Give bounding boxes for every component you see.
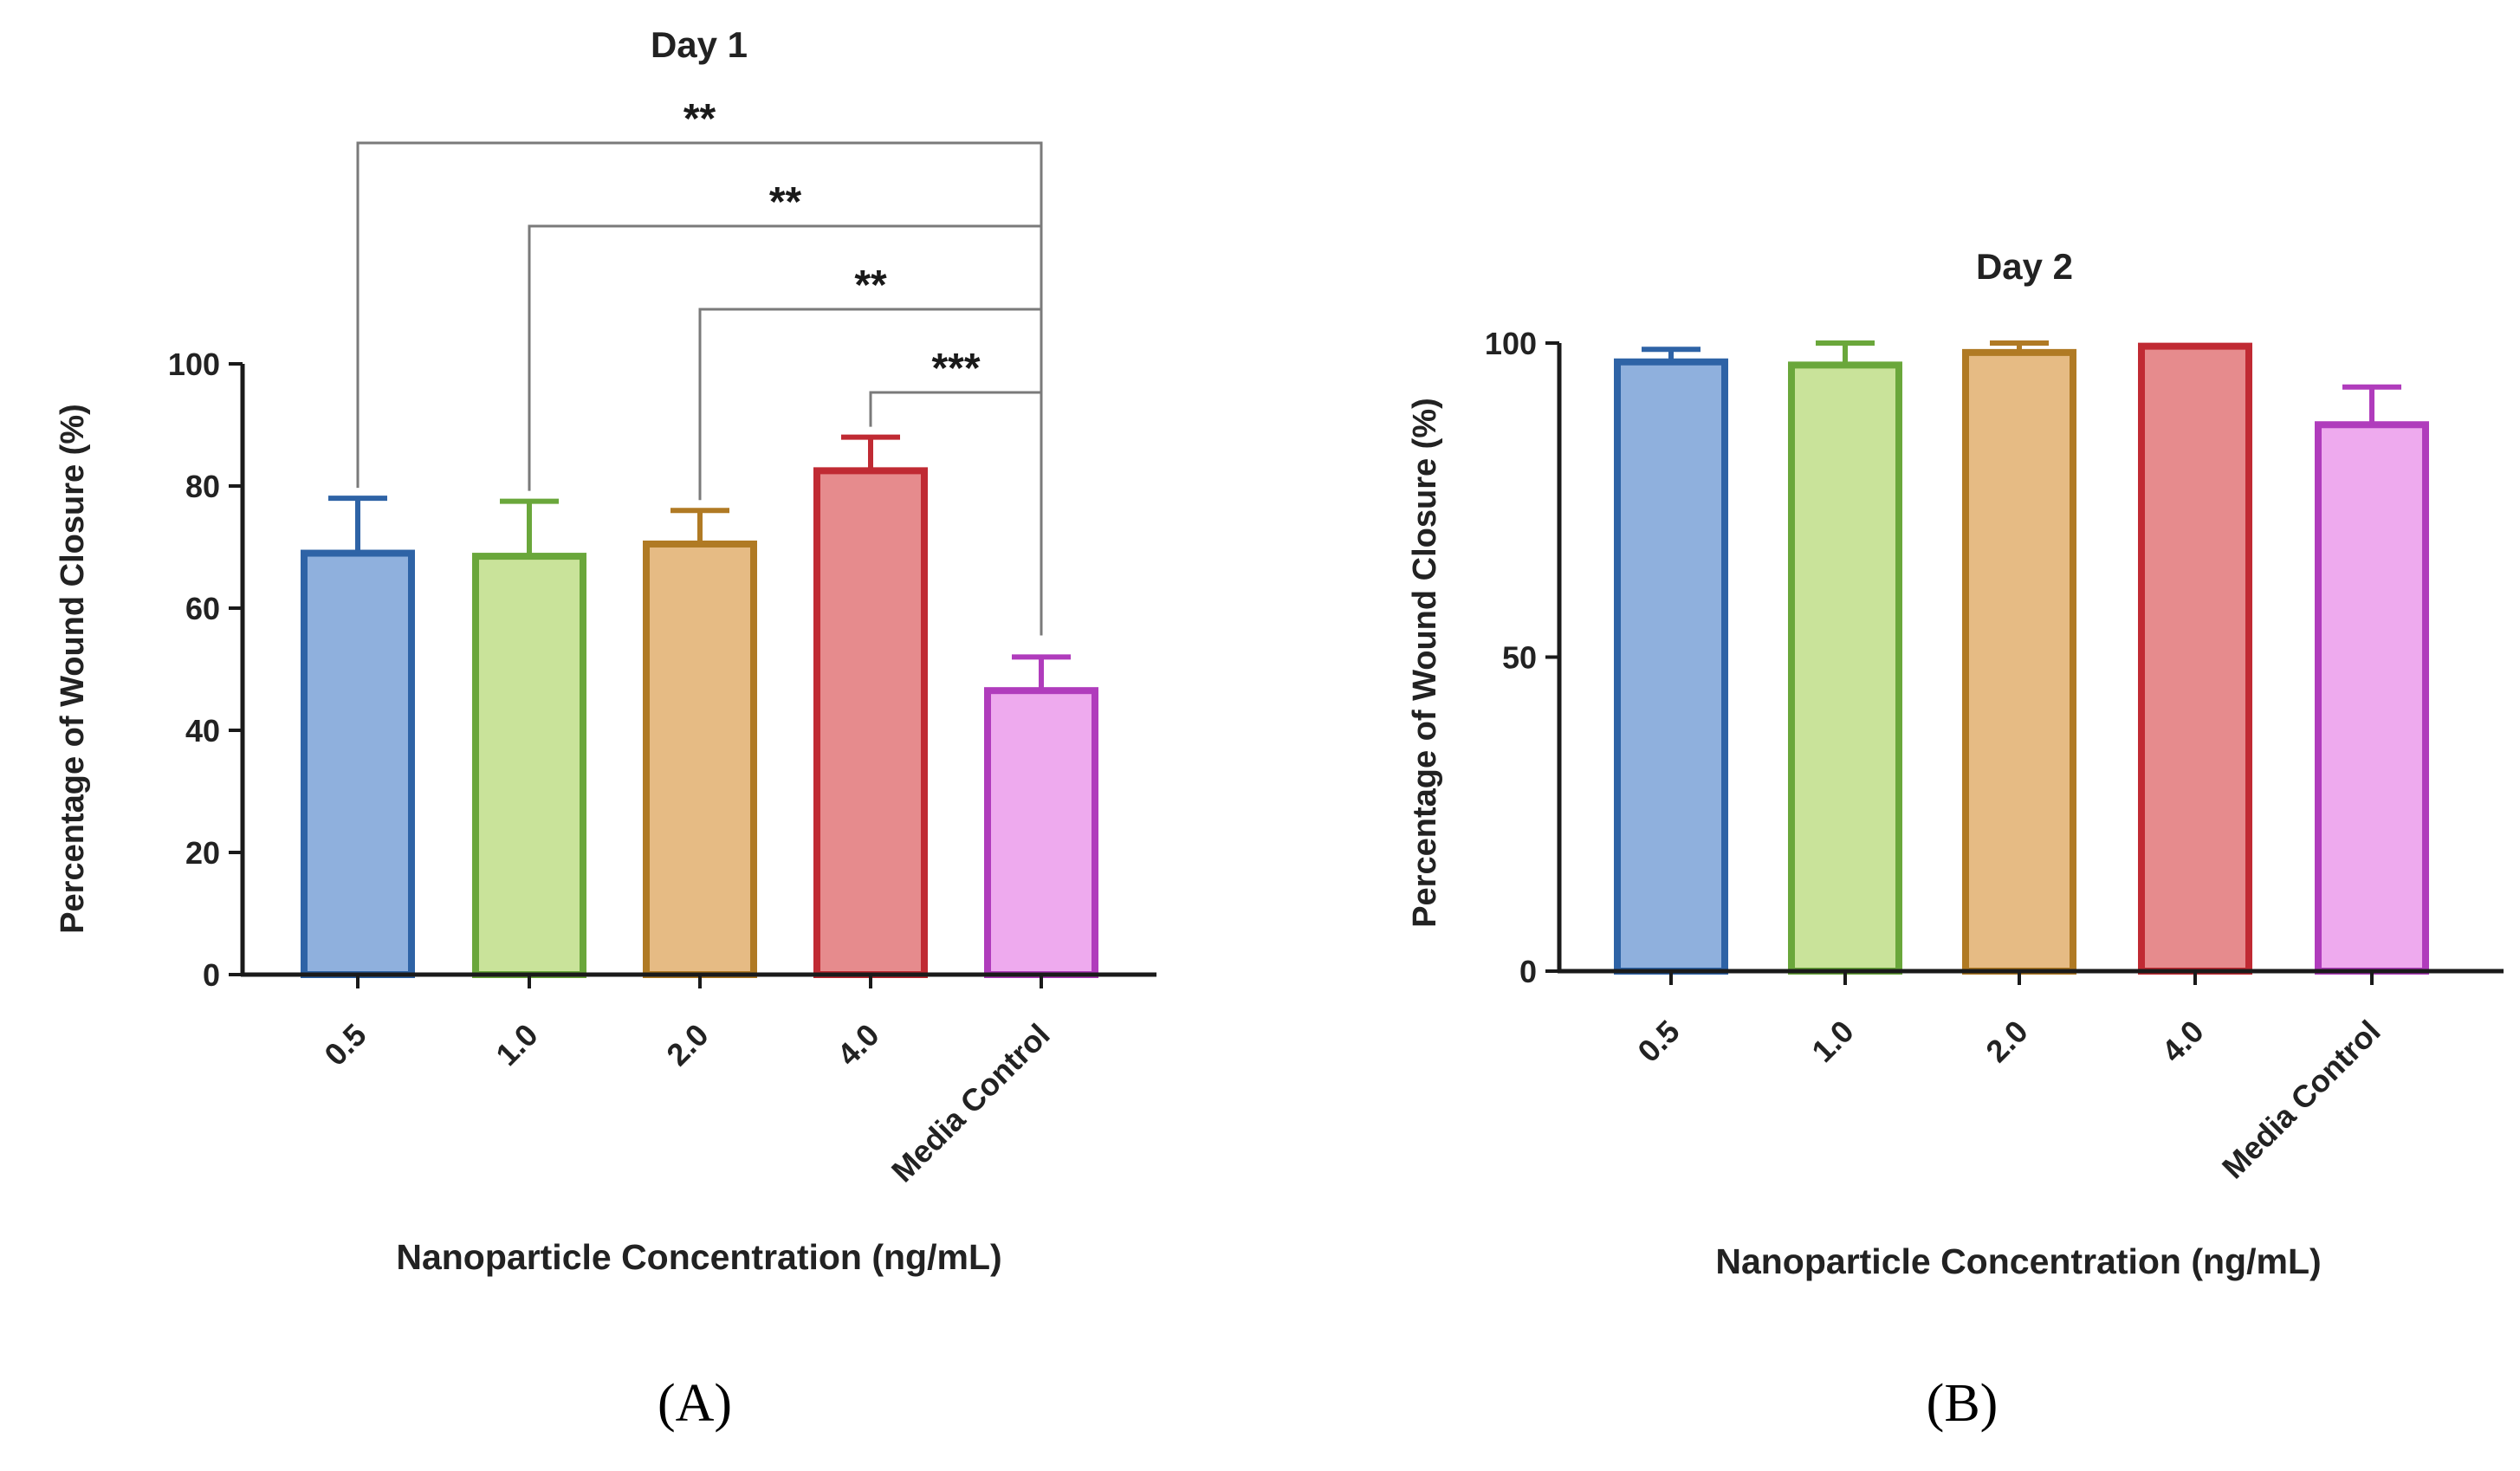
bar-1-0 — [1788, 361, 1902, 975]
significance-label: ** — [769, 179, 802, 225]
bar-2-0 — [643, 540, 757, 978]
x-tick-label: 0.5 — [1630, 1014, 1686, 1069]
y-tick-label: 100 — [1485, 326, 1537, 361]
x-tick-label: Media Control — [2215, 1014, 2387, 1186]
bar-1-0 — [472, 553, 586, 978]
bar-2-0 — [1962, 348, 2076, 975]
chart-b-panel-label: (B) — [1927, 1374, 1999, 1433]
x-tick-label: Media Control — [884, 1017, 1057, 1189]
bar-0-5 — [1614, 358, 1728, 975]
y-tick-label: 20 — [185, 835, 220, 871]
chart-a-y-label: Percentage of Wound Closure (%) — [55, 404, 91, 934]
x-tick-label: 2.0 — [1979, 1014, 2034, 1069]
bar-media-control — [2315, 421, 2429, 975]
x-tick-label: 0.5 — [317, 1017, 372, 1072]
x-tick-label: 4.0 — [2154, 1014, 2210, 1069]
chart-a-bars — [301, 434, 1098, 978]
significance-label: ** — [683, 96, 716, 142]
bar-media-control — [984, 687, 1098, 978]
significance-label: ** — [854, 262, 887, 308]
y-tick-label: 80 — [185, 469, 220, 504]
chart-panel-b: Day 2 0 50 100 0.5 1.0 2.0 4.0 Media Control P… — [1407, 246, 2504, 1433]
y-tick-label: 100 — [168, 347, 220, 382]
chart-a-y-ticks: 0 20 40 60 80 100 — [168, 347, 243, 993]
y-tick-label: 0 — [203, 957, 220, 993]
significance-bracket — [869, 391, 1043, 636]
chart-a-significance-brackets: ********* — [356, 96, 1043, 636]
x-tick-label: 2.0 — [659, 1017, 715, 1072]
y-tick-label: 40 — [185, 713, 220, 748]
bar-0-5 — [301, 549, 415, 978]
y-tick-label: 0 — [1519, 954, 1537, 989]
chart-b-x-label: Nanoparticle Concentration (ng/mL) — [1715, 1241, 2321, 1281]
x-tick-label: 4.0 — [830, 1017, 885, 1072]
chart-b-y-label: Percentage of Wound Closure (%) — [1407, 398, 1443, 928]
chart-b-bars — [1614, 340, 2429, 975]
x-tick-label: 1.0 — [489, 1017, 544, 1072]
chart-a-panel-label: (A) — [658, 1374, 732, 1433]
significance-bracket — [528, 224, 1043, 636]
bar-4-0 — [813, 467, 928, 978]
bar-4-0 — [2138, 342, 2252, 975]
x-tick-label: 1.0 — [1804, 1014, 1860, 1069]
chart-a-title: Day 1 — [651, 24, 748, 65]
chart-b-x-ticks: 0.5 1.0 2.0 4.0 Media Control — [1630, 971, 2387, 1185]
y-tick-label: 50 — [1502, 640, 1537, 676]
chart-b-y-ticks: 0 50 100 — [1485, 326, 1559, 989]
y-tick-label: 60 — [185, 591, 220, 626]
significance-label: *** — [931, 346, 980, 392]
chart-a-x-label: Nanoparticle Concentration (ng/mL) — [396, 1237, 1001, 1277]
chart-b-title: Day 2 — [1976, 246, 2073, 287]
